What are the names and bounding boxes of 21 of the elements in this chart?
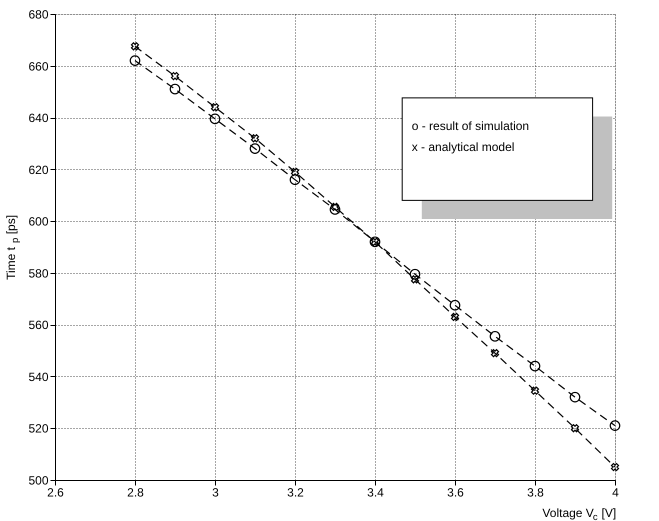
- y-tick-label: 580: [28, 266, 49, 280]
- x-tick-label: 4: [612, 486, 620, 500]
- y-tick-label: 600: [28, 214, 49, 229]
- y-tick-label: 560: [28, 318, 49, 332]
- y-tick-label: 520: [28, 422, 49, 436]
- x-tick-label: 3.2: [287, 486, 304, 500]
- x-tick-label: 3.4: [367, 486, 384, 500]
- y-tick-label: 640: [28, 111, 49, 126]
- annotation: o - result of simulation: [412, 118, 530, 133]
- y-tick-label: 660: [28, 59, 49, 74]
- y-axis-title: Time tp [ps]: [4, 214, 21, 280]
- x-tick-label: 3: [212, 486, 220, 500]
- y-tick-label: 680: [28, 8, 49, 22]
- x-tick-label: 3.8: [527, 486, 544, 500]
- x-tick-label: 2.8: [127, 486, 144, 500]
- x-tick-label: 3.6: [447, 486, 464, 500]
- x-tick-label: 2.6: [47, 486, 64, 500]
- y-tick-label: 620: [28, 162, 49, 177]
- y-tick-label: 540: [28, 370, 49, 384]
- y-tick-label: 500: [28, 474, 49, 488]
- annotation: x - analytical model: [412, 140, 514, 154]
